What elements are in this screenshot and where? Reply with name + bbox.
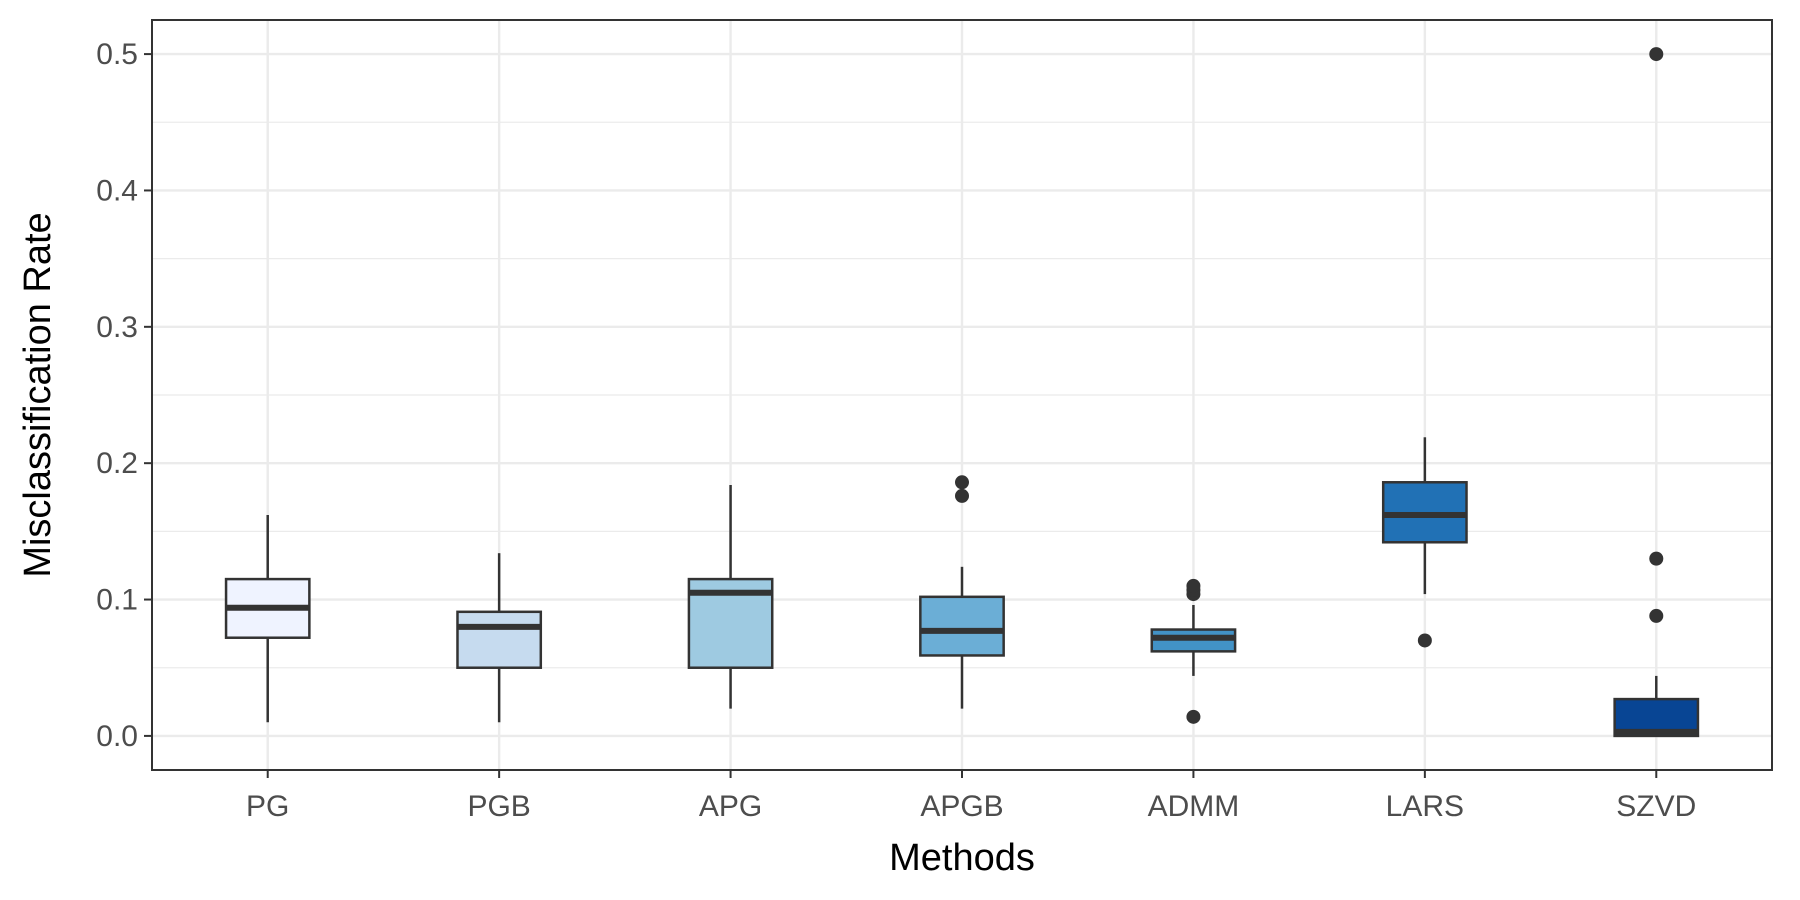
outlier-point xyxy=(1186,709,1201,724)
outlier-point xyxy=(1649,608,1664,623)
x-tick-label: PG xyxy=(246,790,289,823)
y-tick-label: 0.0 xyxy=(96,720,138,753)
y-tick-label: 0.4 xyxy=(96,174,138,207)
x-tick-label: ADMM xyxy=(1148,790,1240,823)
box-pgb xyxy=(456,553,543,723)
outlier-point xyxy=(1649,551,1664,566)
x-tick-label: PGB xyxy=(467,790,530,823)
y-tick-label: 0.3 xyxy=(96,311,138,344)
x-tick-label: APG xyxy=(699,790,762,823)
outlier-point xyxy=(955,475,969,490)
axes: 0.0 0.1 0.2 0.3 0.4 0.5 PG PGB APG APGB ADMM LARS SZ… xyxy=(96,38,1696,823)
box-pg xyxy=(224,515,311,723)
x-tick-label: APGB xyxy=(920,790,1003,823)
outlier-point xyxy=(1417,633,1432,648)
box-lars xyxy=(1381,437,1468,648)
box-apg xyxy=(687,485,774,709)
boxes xyxy=(224,47,1700,738)
outlier-point xyxy=(955,488,969,503)
outlier-point xyxy=(1649,47,1664,62)
box-apgb xyxy=(919,475,1005,709)
x-tick-label: SZVD xyxy=(1616,790,1696,823)
box-admm xyxy=(1150,578,1237,724)
y-axis-title: Misclassification Rate xyxy=(17,212,59,577)
x-tick-label: LARS xyxy=(1386,790,1464,823)
box-body xyxy=(456,610,543,669)
outlier-point xyxy=(1186,578,1201,593)
box-szvd xyxy=(1613,47,1700,738)
y-tick-label: 0.2 xyxy=(96,447,138,480)
box-body xyxy=(919,595,1005,657)
y-tick-label: 0.1 xyxy=(96,584,138,617)
y-tick-label: 0.5 xyxy=(96,38,138,71)
x-axis-title: Methods xyxy=(889,837,1035,879)
